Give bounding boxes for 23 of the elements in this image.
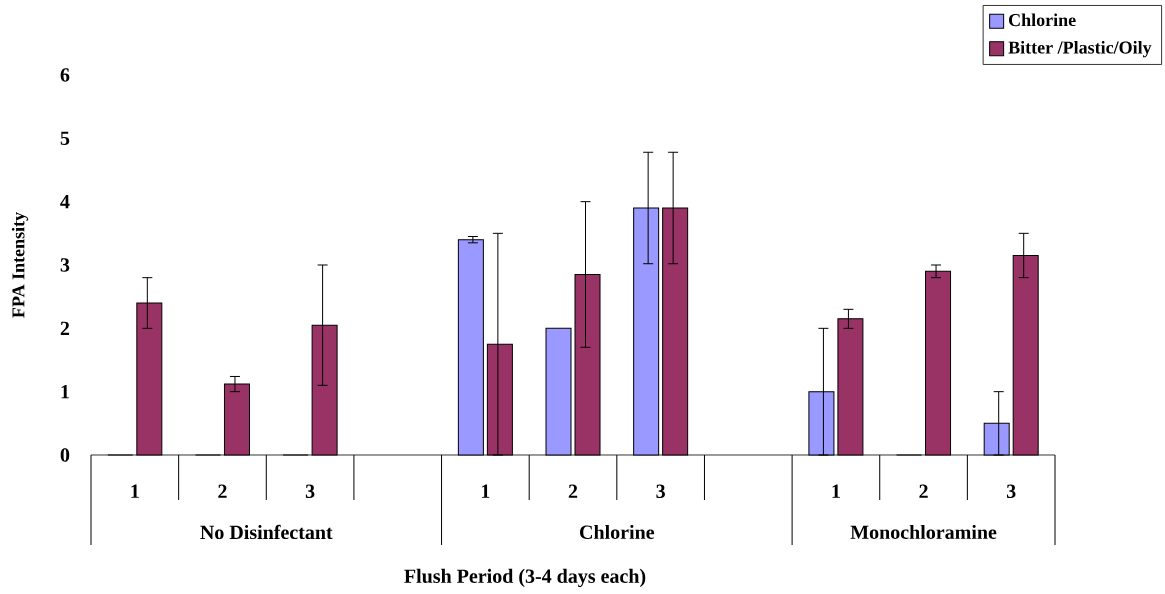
text: No Disinfectant: [200, 524, 333, 540]
x-tick-label: 2: [568, 484, 578, 498]
x-axis-title: Flush Period (3-4 days each): [404, 569, 646, 588]
y-tick-label: 4: [60, 195, 70, 209]
legend-label: Bitter /Plastic/Oily: [1008, 41, 1152, 58]
x-tick-label: 3: [305, 484, 315, 499]
x-tick-label: 3: [656, 484, 665, 499]
y-tick-label: 5: [60, 131, 70, 146]
x-tick-label: 1: [832, 484, 840, 498]
x-tick-label: 1: [131, 484, 139, 498]
legend-label: Chlorine: [1009, 13, 1076, 27]
text: Monochloramine: [850, 525, 997, 540]
y-tick-label: 1: [61, 385, 69, 399]
x-tick-label: 1: [481, 484, 490, 498]
y-tick-label: 0: [60, 448, 70, 462]
x-tick-label: 2: [218, 484, 227, 498]
y-axis-title: FPA Intensity: [11, 212, 29, 318]
x-tick-label: 2: [919, 484, 928, 498]
y-tick-label: 6: [60, 68, 70, 82]
text: Chlorine: [580, 525, 655, 540]
y-tick-label: 2: [60, 321, 70, 336]
x-tick-label: 3: [1006, 484, 1016, 499]
y-tick-label: 3: [60, 258, 70, 272]
